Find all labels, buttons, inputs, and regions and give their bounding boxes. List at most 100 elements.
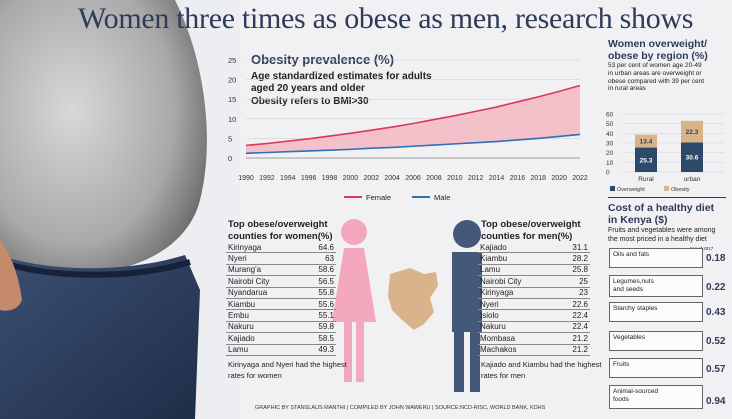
x-tick-label: 2014 xyxy=(489,175,505,182)
table-row: Kiambu 28.2 xyxy=(478,254,590,265)
x-tick-label: 2012 xyxy=(468,175,484,182)
x-tick-label: 1996 xyxy=(301,175,317,182)
region-stacked-bar-chart: 60 50 40 30 20 10 0 25.3 13.4 Rural 30.6 22.3 urban O… xyxy=(606,112,724,193)
belly-photo xyxy=(0,0,240,419)
x-tick-label: 1998 xyxy=(322,175,338,182)
obesity-bar xyxy=(681,120,703,143)
table-row: Kajiado 31.1 xyxy=(478,242,590,254)
divider xyxy=(608,197,726,198)
table-row: Nakuru 22.4 xyxy=(478,322,590,334)
cost-value-fruits: 0.57 xyxy=(706,364,726,375)
x-tick-label: 2000 xyxy=(343,175,359,182)
man-head-icon xyxy=(453,220,481,248)
table-row: Embu 55.1 xyxy=(226,311,336,322)
obesity-chart-subtitle: Age standardized estimates for adults ag… xyxy=(251,71,432,94)
cost-item-vegetables: Vegetables xyxy=(609,331,703,351)
x-tick-label: 2002 xyxy=(363,175,379,182)
table-row: Lamu 25.8 xyxy=(478,265,590,277)
female-series-line xyxy=(245,84,581,147)
cost-value-animal: 0.94 xyxy=(706,396,726,407)
table-row: Nakuru 59.8 xyxy=(226,322,336,334)
obesity-bar xyxy=(635,134,657,148)
region-chart-description: 53 per cent of women age 20-49 in urban … xyxy=(608,62,705,93)
table-row: Nyeri 63 xyxy=(226,254,336,265)
kenya-map-icon xyxy=(388,268,438,330)
overweight-bar xyxy=(635,147,657,172)
y-tick-label: 20 xyxy=(228,76,236,85)
region-chart-title: Women overweight/ obese by region (%) xyxy=(608,38,708,62)
cost-panel-title: Cost of a healthy diet in Kenya ($) xyxy=(608,202,715,226)
x-tick-label: 2020 xyxy=(551,175,567,182)
table-row: Nairobi City 25 xyxy=(478,276,590,288)
cost-value-vegetables: 0.52 xyxy=(706,336,726,347)
woman-body-icon xyxy=(332,248,376,322)
table-row: Isiolo 22.4 xyxy=(478,311,590,322)
men-counties-table: Kajiado 31.1 Kiambu 28.2 Lamu 25.8 Nairobi … xyxy=(478,242,590,356)
y-tick-label: 5 xyxy=(228,134,232,143)
cost-item-legumes: Legumes,nuts and seeds xyxy=(609,275,703,297)
x-tick-label: 2008 xyxy=(426,175,442,182)
legend-female-swatch xyxy=(344,196,362,198)
category-label: Rural xyxy=(638,176,654,183)
cost-value-oils: 0.18 xyxy=(706,253,726,264)
legend-obesity-label: Obesity xyxy=(671,187,690,193)
y-tick-label: 60 xyxy=(606,112,614,119)
table-row: Kajiado 58.5 xyxy=(226,333,336,345)
legend-male-swatch xyxy=(412,196,430,198)
headline: Women three times as obese as men, resea… xyxy=(78,2,694,35)
legend-female-label: Female xyxy=(366,193,392,202)
cost-item-oils: Oils and fats xyxy=(609,248,703,268)
table-row: Nyandarua 55.8 xyxy=(226,288,336,299)
cost-item-animal: Animal-sourced foods xyxy=(609,385,703,409)
man-body-icon xyxy=(452,252,482,332)
legend-overweight-swatch xyxy=(610,186,615,191)
legend-male-label: Male xyxy=(434,193,451,202)
table-row: Kirinyaga 64.6 xyxy=(226,242,336,254)
obesity-data-label: 13.4 xyxy=(640,139,653,146)
women-counties-table: Kirinyaga 64.6 Nyeri 63 Murang'a 58.6 Nairo… xyxy=(226,242,336,356)
table-row: Nyeri 22.6 xyxy=(478,299,590,311)
obesity-data-label: 22.3 xyxy=(686,129,699,136)
y-tick-label: 20 xyxy=(606,150,614,157)
men-list-title: Top obese/overweight counties for men(%) xyxy=(481,219,581,242)
male-series-line xyxy=(245,133,581,155)
legend-obesity-swatch xyxy=(664,186,669,191)
table-row: Machakos 21.2 xyxy=(478,345,590,356)
y-tick-label: 30 xyxy=(606,141,614,148)
x-tick-label: 2004 xyxy=(384,175,400,182)
men-list-note: Kajiado and Kiambu had the highest rates… xyxy=(481,360,602,380)
cost-panel-description: Fruits and vegetables were among the mos… xyxy=(608,227,716,243)
credits-footer: GRAPHIC BY STANSLAUS MANTHI | COMPILED B… xyxy=(255,405,546,411)
overweight-bar xyxy=(681,142,703,172)
x-tick-label: 2006 xyxy=(405,175,421,182)
obesity-chart-note: Obesity refers to BMI>30 xyxy=(251,96,369,107)
y-tick-label: 0 xyxy=(228,154,232,163)
female-male-gap-area xyxy=(246,85,580,154)
x-tick-label: 2010 xyxy=(447,175,463,182)
women-list-note: Kirinyaga and Nyeri had the highest rate… xyxy=(228,360,347,380)
overweight-data-label: 25.3 xyxy=(640,157,653,164)
cost-value-legumes: 0.22 xyxy=(706,282,726,293)
figures-and-map xyxy=(332,219,482,392)
y-tick-label: 10 xyxy=(228,115,236,124)
cost-item-starchy: Starchy staples xyxy=(609,302,703,322)
table-row: Nairobi City 56.5 xyxy=(226,276,336,288)
x-tick-label: 1994 xyxy=(280,175,296,182)
x-tick-label: 2022 xyxy=(572,175,588,182)
x-tick-label: 2016 xyxy=(510,175,526,182)
y-tick-label: 50 xyxy=(606,121,614,128)
x-tick-label: 1992 xyxy=(259,175,275,182)
y-tick-label: 25 xyxy=(228,56,236,65)
table-row: Kirinyaga 23 xyxy=(478,288,590,299)
women-list-title: Top obese/overweight counties for women(… xyxy=(228,219,333,242)
x-tick-label: 2018 xyxy=(530,175,546,182)
table-row: Murang'a 58.6 xyxy=(226,265,336,277)
table-row: Mombasa 21.2 xyxy=(478,333,590,345)
overweight-data-label: 30.6 xyxy=(686,155,699,162)
obesity-chart-title: Obesity prevalence (%) xyxy=(251,52,395,67)
table-row: Kiambu 55.6 xyxy=(226,299,336,311)
cost-item-fruits: Fruits xyxy=(609,358,703,378)
legend-overweight-label: Overweight xyxy=(617,187,645,193)
obesity-prevalence-chart: 25 20 15 10 5 0 1990 1992 1994 1996 1998 2000 2002 20… xyxy=(228,56,588,182)
x-tick-label: 1990 xyxy=(238,175,254,182)
